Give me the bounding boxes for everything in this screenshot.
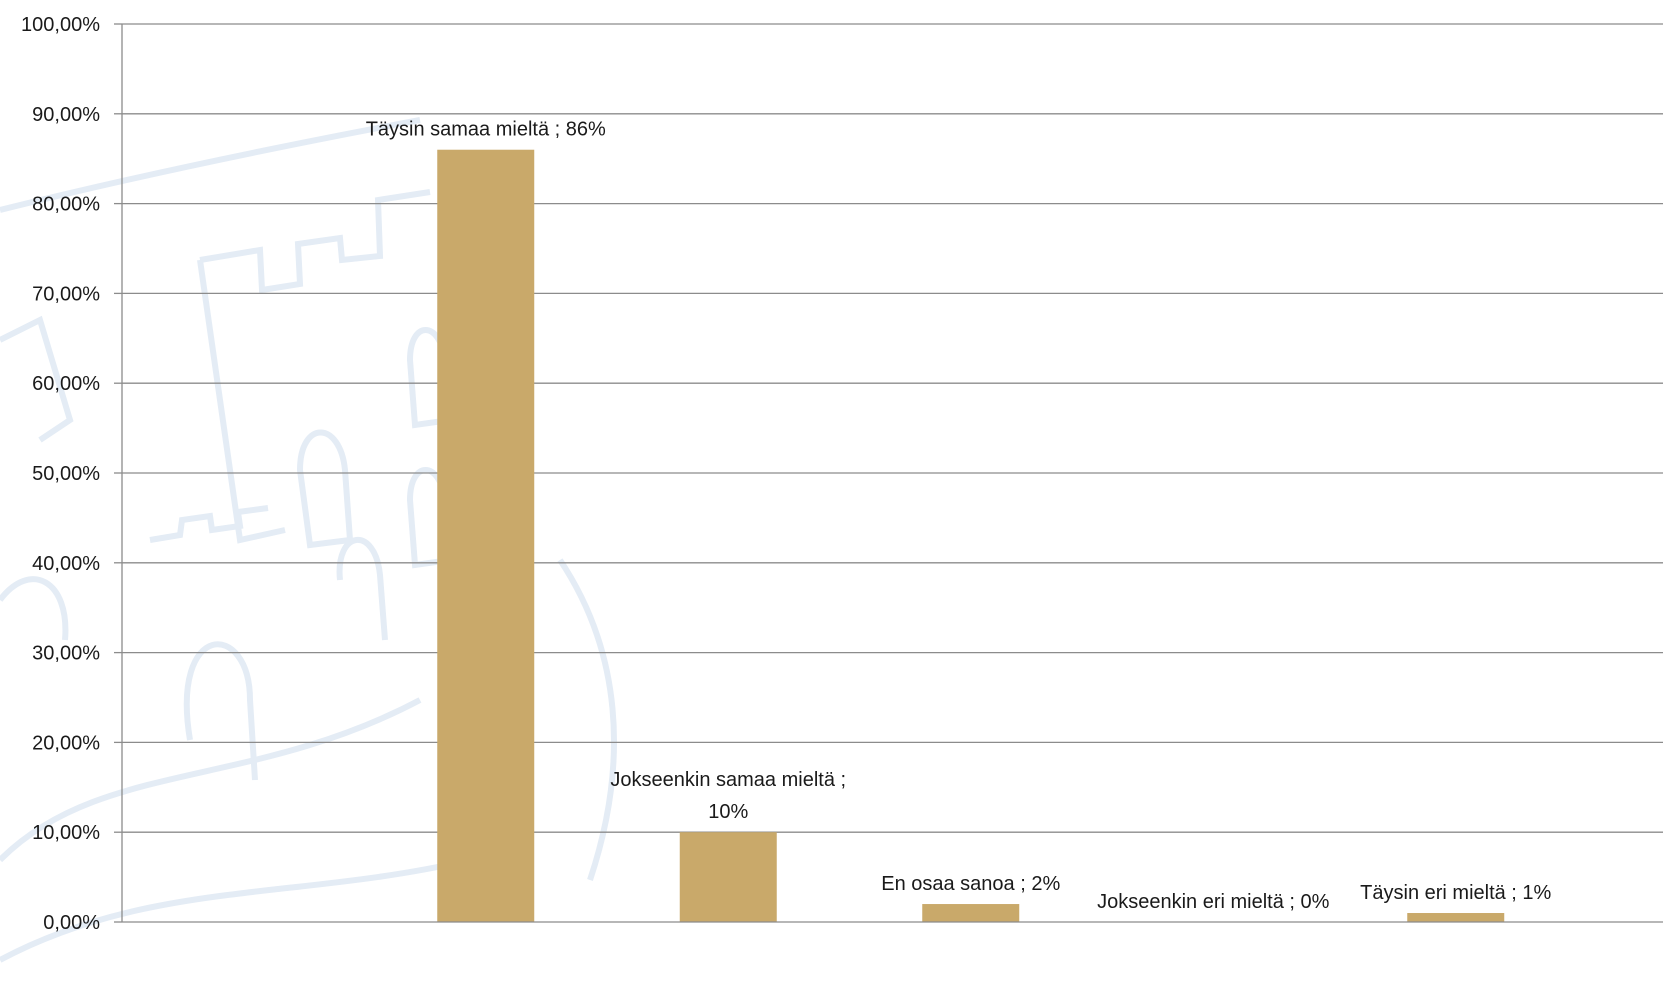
data-label: Jokseenkin eri mieltä ; 0% [1097, 891, 1330, 913]
y-tick-label: 10,00% [32, 822, 100, 844]
y-tick-label: 0,00% [43, 912, 100, 934]
data-label: Jokseenkin samaa mieltä ; [610, 769, 846, 791]
gridlines [122, 23, 1663, 833]
y-tick-label: 20,00% [32, 732, 100, 754]
bar [922, 904, 1020, 922]
background-watermark [0, 117, 617, 963]
data-label: Täysin samaa mieltä ; 86% [366, 119, 606, 141]
data-labels: Täysin samaa mieltä ; 86% Jokseenkin sama… [366, 119, 1552, 913]
y-tick-label: 70,00% [32, 283, 100, 305]
bar [1407, 913, 1505, 922]
data-label: En osaa sanoa ; 2% [881, 873, 1060, 895]
bar [679, 832, 777, 922]
y-axis-tick-labels: 0,00% 10,00% 20,00% 30,00% 40,00% 50,00% 60,00… [21, 14, 100, 934]
y-tick-label: 30,00% [32, 643, 100, 665]
bar [437, 149, 535, 923]
y-tick-label: 100,00% [21, 14, 100, 36]
data-label: Täysin eri mieltä ; 1% [1360, 882, 1551, 904]
y-tick-label: 60,00% [32, 373, 100, 395]
bars [437, 149, 1505, 923]
axes [114, 23, 1663, 923]
y-tick-label: 50,00% [32, 463, 100, 485]
y-tick-label: 90,00% [32, 104, 100, 126]
data-label: 10% [708, 801, 748, 823]
y-tick-label: 80,00% [32, 194, 100, 216]
y-tick-label: 40,00% [32, 553, 100, 575]
